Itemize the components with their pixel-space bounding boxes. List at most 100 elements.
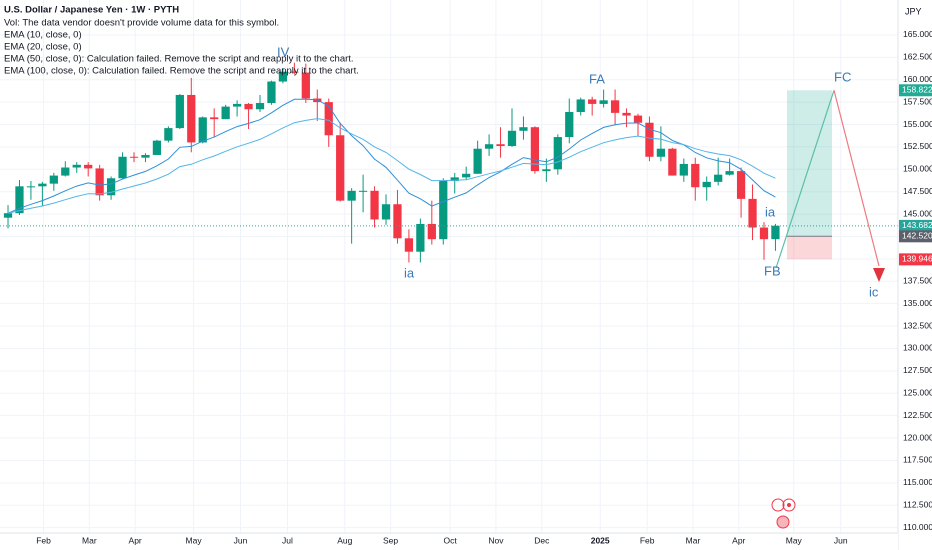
candle-body — [496, 144, 505, 147]
projection-up — [775, 90, 835, 269]
y-tick-label: 130.000 — [903, 343, 932, 353]
ema-line — [7, 98, 776, 214]
candle-body — [187, 94, 196, 143]
candle-body — [439, 180, 448, 240]
price-label: 158.822 — [902, 85, 932, 95]
price-label: 139.946 — [902, 254, 932, 264]
event-icons[interactable] — [771, 498, 796, 529]
candle-body — [691, 163, 700, 188]
candle-body — [95, 168, 104, 196]
candle-body — [656, 148, 666, 157]
candle-body — [347, 190, 356, 201]
candle-body — [370, 190, 379, 220]
annotation: ia — [765, 204, 776, 219]
y-tick-label: 135.000 — [903, 298, 932, 308]
candle-body — [610, 100, 620, 113]
candle-body — [576, 99, 585, 112]
x-tick-label: Jul — [282, 535, 293, 545]
y-tick-label: 117.500 — [903, 455, 932, 465]
candle-body — [393, 204, 402, 239]
candle-body — [702, 181, 711, 188]
candle-body — [49, 175, 58, 184]
candle-body — [129, 156, 139, 158]
y-tick-label: 147.500 — [903, 186, 932, 196]
candle-body — [324, 102, 333, 136]
x-tick-label: Feb — [640, 535, 655, 545]
plot — [0, 0, 898, 533]
y-tick-label: 145.000 — [903, 208, 932, 218]
x-tick-label: 2025 — [591, 535, 610, 545]
candle-body — [427, 223, 436, 240]
candle-body — [450, 177, 459, 181]
y-tick-label: 137.500 — [903, 276, 932, 286]
ema-line — [7, 118, 776, 214]
candle-body — [232, 103, 242, 107]
annotation: ic — [869, 284, 879, 299]
price-label-box — [899, 84, 932, 97]
candle-body — [61, 167, 70, 176]
y-tick-label: 115.000 — [903, 477, 932, 487]
candle-body — [313, 98, 322, 103]
candle-body — [118, 156, 127, 179]
projection-down — [833, 90, 880, 267]
candle-body — [164, 128, 173, 141]
annotation: FC — [834, 69, 851, 84]
x-tick-label: Aug — [337, 535, 352, 545]
x-tick-label: May — [186, 535, 203, 545]
y-tick-label: 120.000 — [903, 432, 932, 442]
candle-body — [404, 238, 414, 252]
y-tick-label: 162.500 — [903, 52, 932, 62]
candle-body — [72, 164, 81, 168]
candle-body — [553, 137, 562, 170]
candle-body — [301, 72, 310, 99]
candle-body — [714, 174, 723, 182]
event-icon[interactable] — [782, 498, 796, 512]
candle-body — [198, 117, 207, 143]
candle-body — [484, 144, 494, 149]
price-label-box — [899, 253, 932, 266]
candle-body — [645, 122, 654, 157]
candle-body — [736, 171, 746, 199]
event-icon[interactable] — [771, 498, 785, 512]
time-axis — [0, 533, 898, 550]
stop-zone — [787, 236, 832, 260]
y-tick-label: 165.000 — [903, 29, 932, 39]
y-tick-label: 160.000 — [903, 74, 932, 84]
x-tick-label: Feb — [36, 535, 51, 545]
chart-title: U.S. Dollar / Japanese Yen · 1W · PYTH — [4, 5, 179, 16]
candle-body — [244, 103, 253, 110]
candle-body — [748, 198, 757, 228]
x-tick-label: Apr — [129, 535, 142, 545]
x-tick-label: Dec — [534, 535, 550, 545]
legend-line: EMA (20, close, 0) — [4, 42, 82, 53]
y-tick-label: 132.500 — [903, 320, 932, 330]
event-icon[interactable] — [776, 515, 790, 529]
price-label-box — [899, 230, 932, 243]
y-tick-label: 150.000 — [903, 164, 932, 174]
candle-body — [679, 163, 688, 176]
legend-line: Vol: The data vendor doesn't provide vol… — [4, 18, 279, 29]
candle-body — [3, 213, 13, 218]
candle-body — [26, 186, 36, 188]
candle-body — [358, 190, 368, 192]
candle-body — [175, 94, 184, 129]
x-tick-label: Oct — [444, 535, 458, 545]
x-tick-label: Sep — [383, 535, 398, 545]
annotation: IV — [277, 44, 290, 59]
x-tick-label: Mar — [686, 535, 701, 545]
candle-body — [278, 71, 288, 82]
y-tick-label: 157.500 — [903, 96, 932, 106]
legend-line: EMA (10, close, 0) — [4, 30, 82, 41]
candle-body — [530, 127, 540, 172]
candle-body — [759, 227, 769, 240]
candle-body — [152, 140, 162, 155]
candle-body — [141, 154, 150, 158]
y-tick-label: 155.000 — [903, 119, 932, 129]
candle-body — [38, 183, 47, 187]
y-tick-label: 125.000 — [903, 388, 932, 398]
candle-body — [507, 130, 517, 147]
projection-arrow — [873, 268, 885, 282]
y-tick-label: 122.500 — [903, 410, 932, 420]
candle-body — [725, 171, 734, 175]
candle-body — [15, 186, 24, 214]
